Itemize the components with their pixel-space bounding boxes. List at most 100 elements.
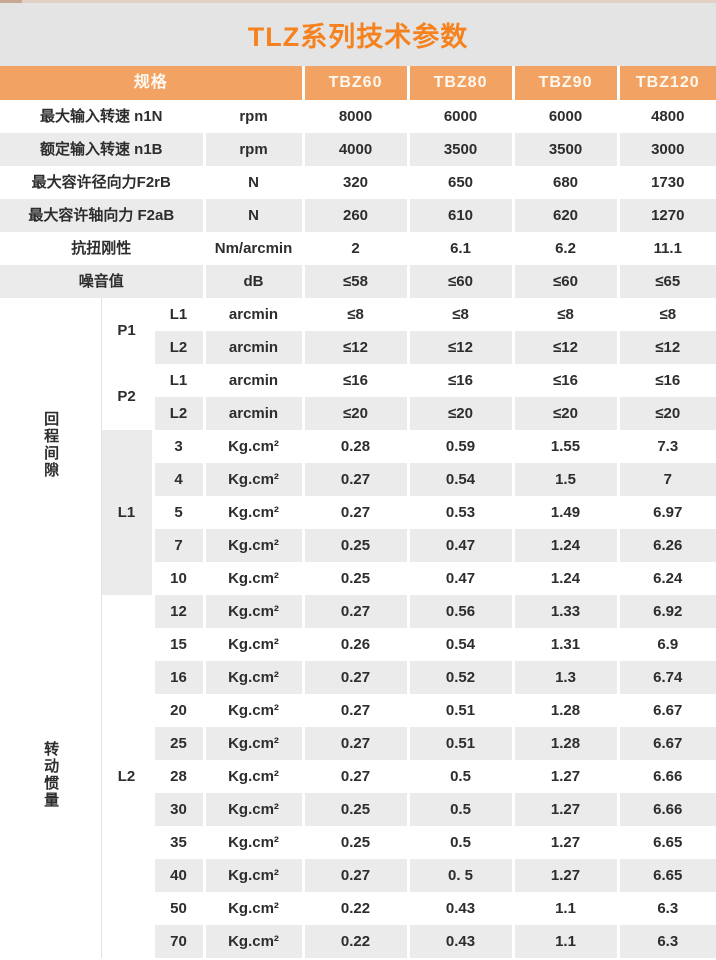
value-cell: 0.26 bbox=[301, 628, 409, 661]
value-cell: 0.27 bbox=[301, 727, 409, 760]
value-cell: 1.5 bbox=[511, 463, 619, 496]
header-model-tbz60: TBZ60 bbox=[301, 66, 409, 100]
value-cell: 1.24 bbox=[511, 562, 619, 595]
value-cell: 0.25 bbox=[301, 826, 409, 859]
backlash-row-p1-l2: L2 arcmin ≤12 ≤12 ≤12 ≤12 bbox=[0, 331, 716, 364]
inertia-row-l2-25: 25 Kg.cm² 0.27 0.51 1.28 6.67 bbox=[0, 727, 716, 760]
value-cell: 0.27 bbox=[301, 463, 409, 496]
value-cell: 6.26 bbox=[616, 529, 716, 562]
grade-cell-p1: P1 bbox=[117, 322, 136, 340]
param-row-max-radial-force: 最大容许径向力F2rB N 320 650 680 1730 bbox=[0, 166, 716, 199]
unit-cell: Kg.cm² bbox=[202, 760, 304, 793]
value-cell: 620 bbox=[511, 199, 619, 232]
value-cell: ≤16 bbox=[406, 364, 514, 397]
value-cell: 6.3 bbox=[616, 925, 716, 958]
value-cell: 6.2 bbox=[511, 232, 619, 265]
value-cell: ≤58 bbox=[301, 265, 409, 298]
value-cell: 1.27 bbox=[511, 760, 619, 793]
ratio-cell: 25 bbox=[151, 727, 204, 760]
value-cell: ≤12 bbox=[511, 331, 619, 364]
value-cell: 610 bbox=[406, 199, 514, 232]
inertia-row-l2-35: 35 Kg.cm² 0.25 0.5 1.27 6.65 bbox=[0, 826, 716, 859]
param-row-max-axial-force: 最大容许轴向力 F2aB N 260 610 620 1270 bbox=[0, 199, 716, 232]
unit-cell: rpm bbox=[202, 100, 304, 133]
value-cell: 650 bbox=[406, 166, 514, 199]
value-cell: 0.52 bbox=[406, 661, 514, 694]
value-cell: 0.22 bbox=[301, 925, 409, 958]
ratio-cell: 20 bbox=[151, 694, 204, 727]
value-cell: 0.43 bbox=[406, 925, 514, 958]
value-cell: 0.27 bbox=[301, 661, 409, 694]
page-top-strip bbox=[0, 0, 716, 3]
value-cell: 0.51 bbox=[406, 694, 514, 727]
value-cell: 0.43 bbox=[406, 892, 514, 925]
header-model-tbz120: TBZ120 bbox=[616, 66, 716, 100]
value-cell: 0.5 bbox=[406, 793, 514, 826]
backlash-row-p2-l1: P2 L1 arcmin ≤16 ≤16 ≤16 ≤16 bbox=[0, 364, 716, 405]
value-cell: 1.3 bbox=[511, 661, 619, 694]
value-cell: 0.47 bbox=[406, 529, 514, 562]
unit-cell: Kg.cm² bbox=[202, 628, 304, 661]
value-cell: 6.74 bbox=[616, 661, 716, 694]
value-cell: 1.27 bbox=[511, 793, 619, 826]
value-cell: 6.66 bbox=[616, 793, 716, 826]
ratio-cell: 35 bbox=[151, 826, 204, 859]
inertia-row-l2-20: 20 Kg.cm² 0.27 0.51 1.28 6.67 bbox=[0, 694, 716, 727]
inertia-row-l1-10: 10 Kg.cm² 0.25 0.47 1.24 6.24 bbox=[0, 562, 716, 595]
value-cell: 6000 bbox=[511, 100, 619, 133]
unit-cell: Kg.cm² bbox=[202, 925, 304, 958]
value-cell: 0.27 bbox=[301, 496, 409, 529]
param-row-noise: 噪音值 dB ≤58 ≤60 ≤60 ≤65 bbox=[0, 265, 716, 298]
table-header-row: 规格 TBZ60 TBZ80 TBZ90 TBZ120 bbox=[0, 66, 716, 100]
unit-cell: Kg.cm² bbox=[202, 694, 304, 727]
value-cell: 1.49 bbox=[511, 496, 619, 529]
value-cell: 6.3 bbox=[616, 892, 716, 925]
ratio-cell: 15 bbox=[151, 628, 204, 661]
value-cell: 1.27 bbox=[511, 826, 619, 859]
value-cell: 8000 bbox=[301, 100, 409, 133]
unit-cell: Kg.cm² bbox=[202, 595, 304, 628]
param-label-cell: 额定输入转速 n1B bbox=[0, 133, 204, 166]
value-cell: 0.27 bbox=[301, 694, 409, 727]
unit-cell: N bbox=[202, 199, 304, 232]
value-cell: ≤20 bbox=[616, 397, 716, 430]
value-cell: 6.67 bbox=[616, 694, 716, 727]
value-cell: 0.54 bbox=[406, 628, 514, 661]
param-label-cell: 最大容许轴向力 F2aB bbox=[0, 199, 204, 232]
ratio-cell: 4 bbox=[151, 463, 204, 496]
header-model-tbz80: TBZ80 bbox=[406, 66, 514, 100]
ratio-cell: 28 bbox=[151, 760, 204, 793]
value-cell: 1.24 bbox=[511, 529, 619, 562]
unit-cell: Kg.cm² bbox=[202, 529, 304, 562]
ratio-cell: 16 bbox=[151, 661, 204, 694]
ratio-cell: 40 bbox=[151, 859, 204, 892]
ratio-cell: 12 bbox=[151, 595, 204, 628]
inertia-row-l2-16: 16 Kg.cm² 0.27 0.52 1.3 6.74 bbox=[0, 661, 716, 694]
inertia-row-l2-15: 15 Kg.cm² 0.26 0.54 1.31 6.9 bbox=[0, 628, 716, 661]
header-spec-cell: 规格 bbox=[0, 66, 304, 100]
value-cell: ≤16 bbox=[301, 364, 409, 397]
inertia-row-l2-50: 50 Kg.cm² 0.22 0.43 1.1 6.3 bbox=[0, 892, 716, 925]
page-top-strip-left-segment bbox=[0, 0, 22, 3]
value-cell: 0.51 bbox=[406, 727, 514, 760]
spec-table: 规格 TBZ60 TBZ80 TBZ90 TBZ120 最大输入转速 n1N r… bbox=[0, 66, 716, 958]
value-cell: 6.1 bbox=[406, 232, 514, 265]
value-cell: ≤16 bbox=[511, 364, 619, 397]
value-cell: 6.92 bbox=[616, 595, 716, 628]
unit-cell: Kg.cm² bbox=[202, 727, 304, 760]
value-cell: 1270 bbox=[616, 199, 716, 232]
ratio-cell: 5 bbox=[151, 496, 204, 529]
value-cell: 0.56 bbox=[406, 595, 514, 628]
level-cell: L2 bbox=[151, 397, 204, 430]
unit-cell: Kg.cm² bbox=[202, 892, 304, 925]
unit-cell: Kg.cm² bbox=[202, 430, 304, 463]
inertia-row-l2-28: 28 Kg.cm² 0.27 0.5 1.27 6.66 bbox=[0, 760, 716, 793]
page-title: TLZ系列技术参数 bbox=[247, 22, 469, 52]
unit-cell: rpm bbox=[202, 133, 304, 166]
value-cell: ≤12 bbox=[301, 331, 409, 364]
value-cell: 1.1 bbox=[511, 892, 619, 925]
value-cell: ≤60 bbox=[406, 265, 514, 298]
param-row-rated-input-speed: 额定输入转速 n1B rpm 4000 3500 3500 3000 bbox=[0, 133, 716, 166]
unit-cell: arcmin bbox=[202, 331, 304, 364]
value-cell: 4000 bbox=[301, 133, 409, 166]
